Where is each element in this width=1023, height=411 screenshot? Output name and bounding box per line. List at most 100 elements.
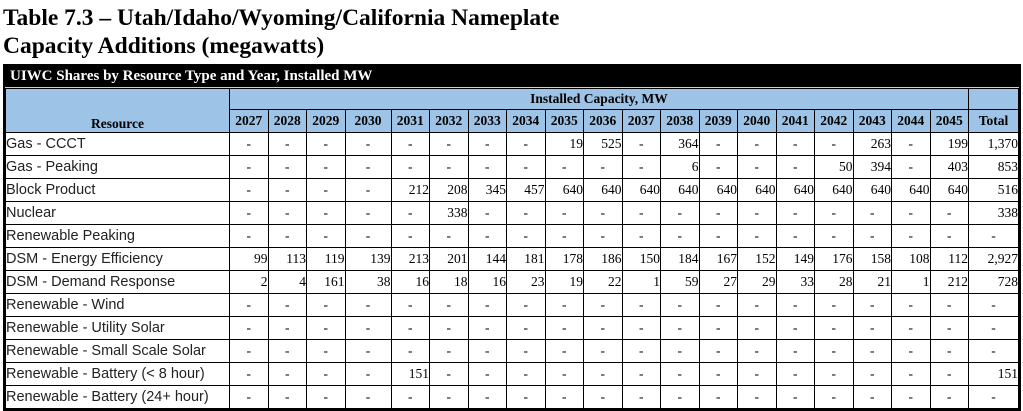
- table-row: Nuclear - - - - -338- - - - - - - - - - - - -338: [5, 201, 1019, 225]
- year-header-2031: 2031: [390, 109, 430, 133]
- value-cell: -: [467, 155, 507, 179]
- value-cell: 525: [583, 132, 623, 156]
- value-cell: 213: [390, 247, 430, 271]
- value-cell: -: [737, 293, 777, 317]
- capacity-table-container: UIWC Shares by Resource Type and Year, I…: [3, 64, 1021, 411]
- total-cell: 151: [968, 362, 1019, 386]
- value-cell: -: [660, 224, 700, 248]
- value-cell: -: [467, 132, 507, 156]
- value-cell: -: [929, 385, 969, 409]
- year-header-2033: 2033: [467, 109, 507, 133]
- value-cell: 4: [267, 270, 307, 294]
- value-cell: -: [698, 339, 738, 363]
- value-cell: 108: [891, 247, 931, 271]
- value-cell: -: [544, 316, 584, 340]
- value-cell: 59: [660, 270, 700, 294]
- value-cell: 23: [506, 270, 546, 294]
- value-cell: 152: [737, 247, 777, 271]
- value-cell: -: [737, 224, 777, 248]
- capacity-table: Resource Installed Capacity, MW 2027 2028…: [5, 88, 1019, 409]
- total-cell: 338: [968, 201, 1019, 225]
- resource-cell: Gas - CCCT: [5, 132, 230, 156]
- value-cell: -: [621, 155, 661, 179]
- value-cell: -: [814, 362, 854, 386]
- value-cell: -: [506, 201, 546, 225]
- value-cell: -: [229, 316, 269, 340]
- value-cell: -: [583, 201, 623, 225]
- year-header-2045: 2045: [929, 109, 969, 133]
- table-caption-bar: UIWC Shares by Resource Type and Year, I…: [5, 66, 1019, 88]
- page-title: Table 7.3 – Utah/Idaho/Wyoming/Californi…: [3, 4, 1023, 60]
- value-cell: -: [775, 155, 815, 179]
- value-cell: -: [467, 201, 507, 225]
- value-cell: -: [344, 339, 392, 363]
- value-cell: -: [506, 155, 546, 179]
- value-cell: -: [737, 385, 777, 409]
- value-cell: -: [891, 155, 931, 179]
- value-cell: 21: [852, 270, 892, 294]
- resource-cell: DSM - Energy Efficiency: [5, 247, 230, 271]
- value-cell: -: [583, 224, 623, 248]
- value-cell: -: [229, 339, 269, 363]
- value-cell: 50: [814, 155, 854, 179]
- value-cell: -: [506, 385, 546, 409]
- value-cell: -: [660, 201, 700, 225]
- value-cell: -: [660, 385, 700, 409]
- value-cell: -: [390, 224, 430, 248]
- value-cell: 22: [583, 270, 623, 294]
- value-cell: -: [737, 362, 777, 386]
- value-cell: -: [621, 385, 661, 409]
- value-cell: 184: [660, 247, 700, 271]
- value-cell: -: [814, 385, 854, 409]
- table-row: Renewable - Small Scale Solar - - - - - - - - - - -…: [5, 339, 1019, 363]
- value-cell: -: [929, 362, 969, 386]
- value-cell: -: [852, 201, 892, 225]
- resource-cell: Renewable Peaking: [5, 224, 230, 248]
- table-row: Gas - Peaking - - - - - - - - - - -6- - -50 394-403 853: [5, 155, 1019, 179]
- total-cell: 2,927: [968, 247, 1019, 271]
- table-row: Gas - CCCT - - - - - - - -19 525-364- - - -263-199 1,…: [5, 132, 1019, 156]
- year-header-2034: 2034: [506, 109, 546, 133]
- value-cell: 113: [267, 247, 307, 271]
- value-cell: -: [306, 385, 346, 409]
- value-cell: -: [852, 293, 892, 317]
- total-cell: -: [968, 224, 1019, 248]
- total-cell: -: [968, 316, 1019, 340]
- value-cell: -: [737, 155, 777, 179]
- value-cell: -: [544, 201, 584, 225]
- total-column-header-spacer: [968, 88, 1019, 110]
- total-cell: 853: [968, 155, 1019, 179]
- value-cell: 345: [467, 178, 507, 202]
- value-cell: 403: [929, 155, 969, 179]
- resource-column-header: Resource: [5, 88, 230, 133]
- value-cell: 640: [544, 178, 584, 202]
- value-cell: -: [306, 178, 346, 202]
- value-cell: -: [814, 132, 854, 156]
- value-cell: -: [390, 201, 430, 225]
- year-header-2039: 2039: [698, 109, 738, 133]
- value-cell: -: [306, 201, 346, 225]
- value-cell: -: [429, 132, 469, 156]
- value-cell: 394: [852, 155, 892, 179]
- year-header-2028: 2028: [267, 109, 307, 133]
- value-cell: 150: [621, 247, 661, 271]
- value-cell: -: [891, 201, 931, 225]
- value-cell: 457: [506, 178, 546, 202]
- value-cell: -: [467, 224, 507, 248]
- value-cell: -: [891, 385, 931, 409]
- value-cell: -: [390, 155, 430, 179]
- value-cell: -: [698, 362, 738, 386]
- year-header-2030: 2030: [344, 109, 392, 133]
- table-row: DSM - Demand Response 2 4 161 38 16 18 16 23 19 22…: [5, 270, 1019, 294]
- value-cell: -: [267, 224, 307, 248]
- year-header-2040: 2040: [737, 109, 777, 133]
- value-cell: -: [737, 316, 777, 340]
- value-cell: 364: [660, 132, 700, 156]
- value-cell: 176: [814, 247, 854, 271]
- value-cell: -: [229, 132, 269, 156]
- value-cell: -: [814, 224, 854, 248]
- value-cell: -: [852, 339, 892, 363]
- value-cell: -: [506, 362, 546, 386]
- value-cell: -: [775, 339, 815, 363]
